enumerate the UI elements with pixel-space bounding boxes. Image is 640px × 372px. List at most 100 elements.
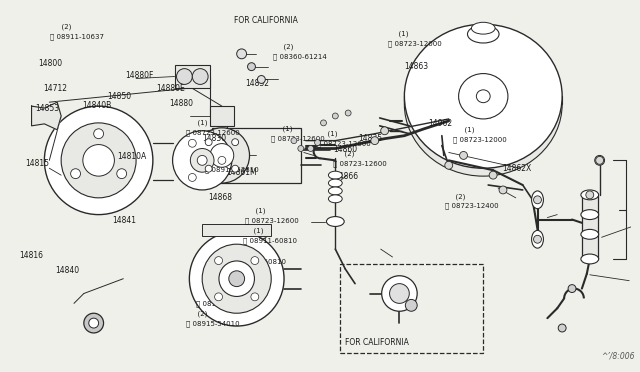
Ellipse shape bbox=[532, 230, 543, 248]
Circle shape bbox=[84, 313, 104, 333]
Text: 14880E: 14880E bbox=[157, 84, 186, 93]
Circle shape bbox=[189, 231, 284, 326]
Text: 14840B: 14840B bbox=[82, 101, 111, 110]
Text: Ⓒ 08723-12000: Ⓒ 08723-12000 bbox=[388, 40, 442, 47]
Circle shape bbox=[251, 293, 259, 301]
Bar bbox=[212, 128, 301, 183]
Text: 14861M: 14861M bbox=[226, 167, 257, 177]
Circle shape bbox=[93, 129, 104, 139]
Text: Ⓝ 08911-60810: Ⓝ 08911-60810 bbox=[243, 238, 297, 244]
Text: 14862X: 14862X bbox=[502, 164, 531, 173]
Ellipse shape bbox=[476, 90, 490, 103]
Text: (1): (1) bbox=[193, 120, 207, 126]
Circle shape bbox=[390, 283, 410, 303]
Text: Ⓒ 08723-12600: Ⓒ 08723-12600 bbox=[245, 218, 299, 224]
Circle shape bbox=[381, 276, 417, 311]
Circle shape bbox=[188, 140, 196, 147]
Text: Ⓝ 08911-60810: Ⓝ 08911-60810 bbox=[232, 258, 286, 264]
Text: 14830: 14830 bbox=[202, 134, 226, 143]
Bar bbox=[340, 264, 483, 353]
Text: (1): (1) bbox=[252, 208, 266, 214]
Text: (2): (2) bbox=[193, 310, 207, 317]
Circle shape bbox=[116, 169, 127, 179]
Text: (2): (2) bbox=[451, 193, 466, 199]
Text: Ⓒ 08723-12600: Ⓒ 08723-12600 bbox=[186, 129, 240, 136]
Circle shape bbox=[248, 63, 255, 71]
Text: Ⓒ 08723-12000: Ⓒ 08723-12000 bbox=[453, 137, 507, 144]
Circle shape bbox=[219, 261, 255, 296]
Circle shape bbox=[44, 106, 153, 215]
Text: Ⓒ 08723-12600: Ⓒ 08723-12600 bbox=[271, 135, 325, 142]
Circle shape bbox=[405, 299, 417, 311]
Text: 14832: 14832 bbox=[245, 79, 269, 88]
Circle shape bbox=[568, 285, 576, 292]
Circle shape bbox=[210, 144, 234, 167]
Circle shape bbox=[229, 271, 244, 286]
Text: (1): (1) bbox=[218, 269, 232, 276]
Circle shape bbox=[205, 165, 212, 172]
Text: 14866: 14866 bbox=[335, 172, 358, 181]
Text: (2): (2) bbox=[57, 23, 71, 30]
Text: ^’/8:006: ^’/8:006 bbox=[602, 351, 635, 360]
Circle shape bbox=[192, 69, 208, 84]
Ellipse shape bbox=[328, 195, 342, 203]
Circle shape bbox=[308, 145, 314, 151]
Circle shape bbox=[205, 139, 212, 145]
Circle shape bbox=[460, 151, 467, 159]
Text: (2): (2) bbox=[279, 44, 293, 50]
Circle shape bbox=[332, 113, 339, 119]
Circle shape bbox=[534, 235, 541, 243]
Circle shape bbox=[214, 293, 223, 301]
Circle shape bbox=[237, 49, 246, 59]
Text: Ⓝ 08911-10637: Ⓝ 08911-10637 bbox=[51, 33, 104, 39]
Circle shape bbox=[197, 155, 207, 165]
Circle shape bbox=[202, 244, 271, 313]
Bar bbox=[202, 224, 271, 236]
Text: (1): (1) bbox=[278, 125, 292, 132]
Text: (1): (1) bbox=[394, 31, 409, 37]
Circle shape bbox=[232, 165, 239, 172]
Circle shape bbox=[558, 324, 566, 332]
Text: 14816: 14816 bbox=[19, 251, 43, 260]
Circle shape bbox=[251, 257, 259, 264]
Circle shape bbox=[381, 127, 388, 135]
Ellipse shape bbox=[472, 22, 495, 34]
Text: Ⓡ 08915-53810: Ⓡ 08915-53810 bbox=[205, 166, 259, 173]
Circle shape bbox=[298, 145, 304, 151]
Text: 14815: 14815 bbox=[25, 160, 49, 169]
Circle shape bbox=[534, 196, 541, 204]
Circle shape bbox=[489, 171, 497, 179]
Circle shape bbox=[177, 69, 192, 84]
Circle shape bbox=[232, 139, 239, 145]
Text: 14853: 14853 bbox=[35, 105, 59, 113]
Text: Ⓒ 08723-12600: Ⓒ 08723-12600 bbox=[333, 161, 387, 167]
Circle shape bbox=[70, 169, 81, 179]
Text: 14841: 14841 bbox=[113, 217, 136, 225]
Ellipse shape bbox=[404, 32, 562, 176]
Text: 14868: 14868 bbox=[208, 192, 232, 202]
Circle shape bbox=[195, 128, 250, 183]
Text: Ⓢ 08360-61214: Ⓢ 08360-61214 bbox=[273, 54, 326, 60]
Bar bbox=[210, 106, 234, 126]
Text: Ⓑ 08131-03510: Ⓑ 08131-03510 bbox=[196, 300, 250, 307]
Circle shape bbox=[596, 156, 604, 164]
Text: 14860: 14860 bbox=[333, 145, 357, 154]
Text: (2): (2) bbox=[202, 290, 216, 297]
Text: 14800: 14800 bbox=[38, 59, 62, 68]
Circle shape bbox=[190, 148, 214, 172]
Text: (2): (2) bbox=[340, 151, 354, 157]
Ellipse shape bbox=[328, 171, 342, 179]
Circle shape bbox=[315, 140, 321, 145]
Circle shape bbox=[291, 138, 297, 144]
Bar bbox=[582, 195, 598, 259]
Text: 14850: 14850 bbox=[108, 92, 131, 100]
Ellipse shape bbox=[404, 24, 562, 168]
Text: (1): (1) bbox=[323, 131, 338, 137]
Ellipse shape bbox=[326, 217, 344, 227]
Text: 14712: 14712 bbox=[43, 84, 67, 93]
Circle shape bbox=[173, 131, 232, 190]
Circle shape bbox=[321, 120, 326, 126]
Ellipse shape bbox=[459, 74, 508, 119]
Circle shape bbox=[214, 257, 223, 264]
Text: (1): (1) bbox=[250, 228, 264, 234]
